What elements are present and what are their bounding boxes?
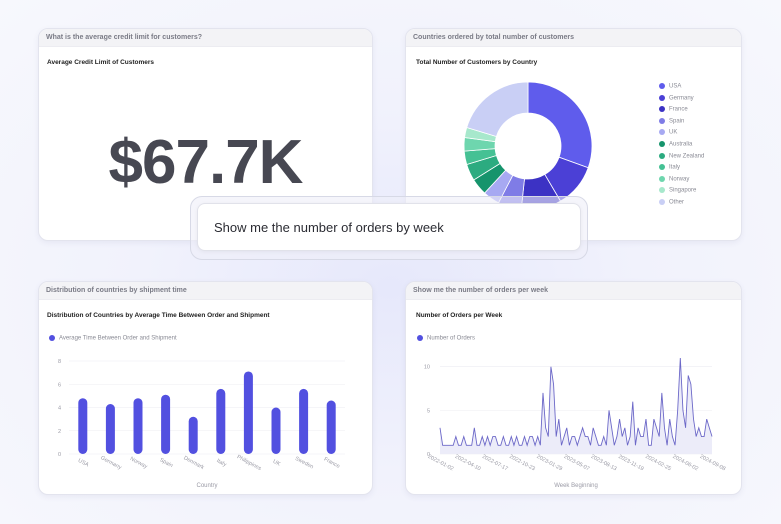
bar-x-tick: UK bbox=[272, 459, 282, 468]
kpi-card-subtitle: Average Credit Limit of Customers bbox=[47, 59, 155, 66]
bar-x-tick: Germany bbox=[99, 455, 122, 471]
line-x-tick: 2024-09-08 bbox=[699, 454, 727, 473]
line-y-tick: 10 bbox=[424, 365, 430, 371]
donut-legend-swatch bbox=[659, 187, 665, 194]
bar-uk[interactable] bbox=[271, 407, 281, 455]
line-x-tick: 2023-01-29 bbox=[535, 454, 563, 473]
bar-card-subtitle: Distribution of Countries by Average Tim… bbox=[47, 312, 270, 319]
bar-spain[interactable] bbox=[161, 394, 171, 454]
donut-legend-item[interactable]: UK bbox=[659, 129, 677, 136]
bar-x-tick: Denmark bbox=[182, 455, 205, 471]
line-chart: 0 5 10 2022-01-02 2022-04-10 2022-07-17 2022-1… bbox=[424, 357, 727, 489]
kpi-card-header: What is the average credit limit for cus… bbox=[39, 29, 372, 47]
line-x-tick: 2023-11-19 bbox=[617, 454, 644, 472]
bar-legend-label: Average Time Between Order and Shipment bbox=[59, 335, 177, 342]
bar-x-tick: Philippines bbox=[236, 454, 263, 472]
bar-legend: Average Time Between Order and Shipment bbox=[49, 335, 177, 342]
orders-line[interactable] bbox=[439, 357, 713, 447]
line-y-tick: 5 bbox=[427, 408, 430, 414]
bar-x-tick: Spain bbox=[158, 457, 173, 469]
line-x-tick: 2023-05-07 bbox=[563, 454, 591, 473]
donut-legend-swatch bbox=[659, 117, 665, 124]
bar-y-tick: 4 bbox=[58, 406, 61, 412]
donut-legend-label: USA bbox=[669, 83, 682, 90]
bar-x-tick: USA bbox=[77, 458, 90, 469]
bar-philippines[interactable] bbox=[243, 371, 253, 454]
donut-legend-item[interactable]: France bbox=[659, 106, 688, 113]
donut-legend-label: France bbox=[669, 106, 688, 113]
donut-legend-swatch bbox=[659, 94, 665, 101]
bar-sweden[interactable] bbox=[299, 388, 309, 454]
donut-legend-item[interactable]: Italy bbox=[659, 164, 680, 171]
bar-norway[interactable] bbox=[133, 398, 143, 454]
donut-legend-swatch bbox=[659, 106, 665, 113]
donut-legend-item[interactable]: New Zealand bbox=[659, 152, 705, 160]
line-legend: Number of Orders bbox=[417, 335, 475, 342]
donut-slice-usa[interactable] bbox=[527, 81, 593, 169]
donut-legend-swatch bbox=[659, 83, 665, 89]
bar-y-tick: 6 bbox=[58, 382, 61, 388]
donut-legend-item[interactable]: Other bbox=[659, 199, 684, 206]
line-x-axis-label: Week Beginning bbox=[554, 483, 598, 489]
line-x-tick: 2024-02-25 bbox=[644, 454, 672, 473]
donut-legend-label: UK bbox=[669, 129, 678, 136]
bar-france[interactable] bbox=[326, 400, 336, 454]
donut-legend-item[interactable]: Australia bbox=[659, 141, 692, 148]
donut-legend-label: Australia bbox=[669, 141, 693, 148]
line-x-tick: 2022-04-10 bbox=[454, 454, 482, 473]
donut-card-header: Countries ordered by total number of cus… bbox=[406, 29, 741, 47]
prompt-input[interactable]: Show me the number of orders by week bbox=[197, 203, 581, 251]
bar-x-tick: Norway bbox=[129, 456, 148, 470]
line-x-tick: 2022-01-02 bbox=[427, 454, 455, 473]
bar-legend-swatch bbox=[49, 335, 55, 341]
donut-legend-swatch bbox=[659, 175, 665, 182]
bar-y-tick: 8 bbox=[58, 359, 61, 365]
donut-legend-label: Germany bbox=[669, 95, 694, 102]
orders-area bbox=[440, 358, 712, 454]
donut-legend-item[interactable]: Germany bbox=[659, 94, 694, 102]
bar-y-tick: 0 bbox=[58, 452, 61, 458]
bar-x-tick: France bbox=[323, 456, 341, 469]
bar-x-tick: Sweden bbox=[294, 456, 314, 471]
donut-legend-label: Singapore bbox=[669, 187, 697, 194]
bar-germany[interactable] bbox=[105, 404, 115, 454]
line-x-tick: 2023-08-13 bbox=[590, 454, 618, 473]
bar-y-tick: 2 bbox=[58, 429, 61, 435]
line-card-subtitle: Number of Orders per Week bbox=[416, 312, 503, 319]
bar-x-axis-label: Country bbox=[196, 483, 217, 489]
bar-denmark[interactable] bbox=[188, 416, 198, 454]
donut-legend-swatch bbox=[659, 199, 665, 205]
line-legend-swatch bbox=[417, 335, 423, 341]
bar-chart: 0 2 4 6 8 USA Germany Norway Spain Denmark Italy Ph… bbox=[58, 359, 345, 489]
line-card-header: Show me the number of orders per week bbox=[406, 282, 741, 300]
line-card: Show me the number of orders per week Nu… bbox=[405, 281, 742, 495]
donut-legend-item[interactable]: USA bbox=[659, 83, 681, 90]
bar-usa[interactable] bbox=[78, 398, 88, 454]
donut-slice-other[interactable] bbox=[466, 81, 529, 137]
donut-card-subtitle: Total Number of Customers by Country bbox=[416, 59, 538, 66]
donut-legend-item[interactable]: Norway bbox=[659, 175, 690, 183]
bar-card: Distribution of countries by shipment ti… bbox=[38, 281, 373, 495]
bar-x-tick: Italy bbox=[215, 458, 227, 468]
line-x-tick: 2024-06-02 bbox=[671, 454, 699, 473]
donut-legend-item[interactable]: Singapore bbox=[659, 187, 696, 194]
donut-legend-swatch bbox=[659, 141, 665, 147]
kpi-value: $67.7K bbox=[108, 128, 304, 197]
line-x-tick: 2022-07-17 bbox=[481, 454, 509, 473]
line-legend-label: Number of Orders bbox=[427, 335, 476, 342]
donut-legend-label: Spain bbox=[669, 118, 685, 125]
donut-legend-swatch bbox=[659, 152, 665, 159]
prompt-container: Show me the number of orders by week bbox=[190, 196, 588, 260]
donut-legend-label: New Zealand bbox=[669, 153, 705, 160]
donut-legend-item[interactable]: Spain bbox=[659, 117, 685, 125]
donut-legend-swatch bbox=[659, 129, 665, 136]
donut-legend-label: Other bbox=[669, 199, 685, 206]
line-x-tick: 2022-10-23 bbox=[508, 454, 536, 473]
donut-legend-label: Italy bbox=[669, 164, 681, 171]
bar-card-header: Distribution of countries by shipment ti… bbox=[39, 282, 372, 300]
bar-italy[interactable] bbox=[216, 388, 226, 454]
donut-legend-label: Norway bbox=[669, 176, 690, 183]
line-y-tick: 0 bbox=[427, 452, 430, 458]
donut-legend-swatch bbox=[659, 164, 665, 171]
